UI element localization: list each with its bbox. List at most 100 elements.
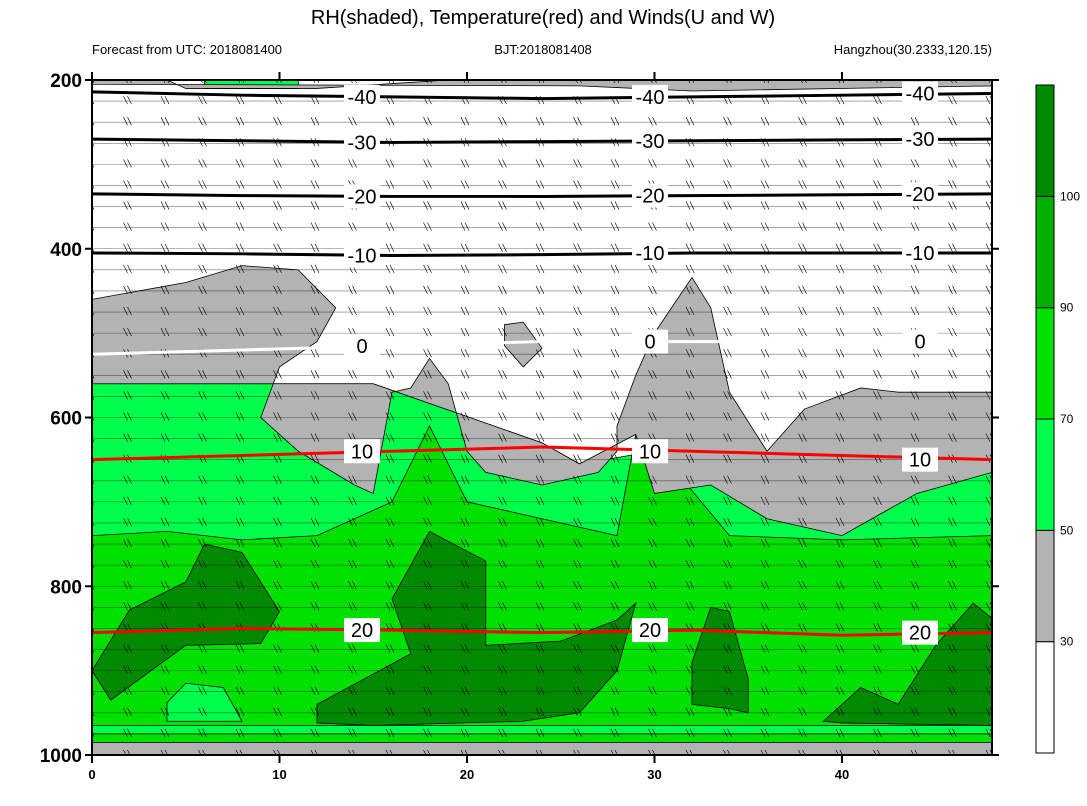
wind-barb-stroke	[577, 370, 582, 379]
wind-barb-stroke	[573, 623, 578, 632]
wind-barb-stroke	[385, 285, 391, 295]
wind-barb-stroke	[498, 306, 503, 316]
wind-barb-stroke	[348, 644, 353, 653]
wind-barb-stroke	[685, 159, 691, 168]
wind-barb	[385, 686, 395, 695]
wind-barb	[160, 327, 170, 337]
wind-barb-stroke	[914, 728, 920, 738]
wind-barb-stroke	[914, 222, 920, 231]
wind-barb-stroke	[198, 180, 203, 189]
wind-barb	[498, 496, 507, 506]
wind-barb	[235, 243, 245, 252]
wind-barb-stroke	[798, 412, 803, 421]
wind-barb-stroke	[389, 538, 395, 548]
wind-barb	[610, 560, 620, 569]
wind-barb-stroke	[385, 454, 391, 463]
wind-barb	[760, 581, 770, 590]
wind-barb-stroke	[689, 433, 695, 442]
wind-barb	[535, 538, 545, 548]
wind-barb-stroke	[614, 306, 620, 316]
wind-barb-stroke	[123, 391, 128, 400]
wind-barb-stroke	[689, 475, 695, 484]
wind-barb	[385, 243, 395, 252]
wind-barb-stroke	[539, 538, 545, 548]
wind-barb-stroke	[685, 665, 691, 674]
wind-barb	[835, 95, 845, 105]
wind-barb-stroke	[92, 521, 95, 527]
wind-barb-stroke	[802, 581, 807, 590]
wind-barb-stroke	[92, 352, 95, 358]
wind-barb-stroke	[614, 433, 620, 442]
wind-barb	[835, 665, 845, 674]
wind-barb-stroke	[314, 475, 320, 484]
wind-barb-stroke	[689, 243, 695, 252]
wind-barb	[460, 201, 470, 210]
wind-barb-stroke	[198, 728, 203, 738]
wind-barb-stroke	[389, 517, 395, 527]
wind-barb-stroke	[127, 496, 132, 506]
wind-barb-stroke	[317, 80, 320, 84]
wind-barb-stroke	[877, 581, 882, 590]
y-tick-label: 600	[50, 409, 82, 430]
wind-barb-stroke	[723, 707, 728, 716]
wind-barb-stroke	[802, 264, 807, 273]
wind-barb-stroke	[235, 327, 241, 337]
wind-barb-stroke	[688, 80, 691, 84]
wind-barb-stroke	[760, 327, 766, 337]
wind-barb	[498, 391, 507, 400]
wind-barb	[835, 581, 845, 590]
wind-barb-stroke	[235, 517, 241, 527]
wind-barb	[648, 159, 657, 168]
wind-barb	[535, 285, 545, 295]
wind-barb	[723, 728, 732, 738]
wind-barb-stroke	[948, 243, 953, 252]
wind-barb	[610, 644, 620, 653]
wind-barb	[760, 728, 770, 738]
wind-barb-stroke	[648, 560, 653, 569]
wind-barb-stroke	[502, 370, 507, 379]
wind-barb	[648, 686, 657, 695]
wind-barb-stroke	[573, 602, 578, 611]
wind-barb	[535, 327, 545, 337]
wind-barb-stroke	[539, 201, 545, 210]
wind-barb-stroke	[685, 327, 691, 337]
temperature-label: 10	[351, 441, 373, 463]
wind-barb	[163, 80, 170, 84]
temperature-contour-20	[92, 626, 992, 637]
wind-barb-stroke	[198, 602, 203, 611]
wind-barb	[985, 370, 992, 379]
wind-barb-stroke	[86, 349, 90, 357]
wind-barb	[760, 243, 770, 252]
wind-barb-stroke	[389, 602, 395, 611]
wind-barb-stroke	[914, 644, 920, 653]
wind-barb	[798, 581, 807, 590]
wind-barb-stroke	[798, 370, 803, 379]
wind-barb	[610, 201, 620, 210]
wind-barb-stroke	[839, 433, 845, 442]
wind-barb	[423, 349, 432, 358]
wind-barb-stroke	[498, 327, 503, 337]
wind-barb	[198, 538, 207, 548]
wind-barb-stroke	[273, 496, 278, 506]
wind-barb-stroke	[498, 707, 503, 716]
wind-barb	[948, 728, 957, 738]
wind-barb	[92, 668, 95, 674]
wind-barb	[160, 159, 170, 168]
wind-barb-stroke	[239, 433, 245, 442]
wind-barb-stroke	[423, 686, 428, 695]
wind-barb-stroke	[498, 117, 503, 126]
temperature-label: -30	[348, 132, 377, 154]
wind-barb-stroke	[127, 264, 132, 273]
wind-barb-stroke	[727, 243, 732, 252]
wind-barb	[948, 264, 957, 273]
y-tick-label: 1000	[40, 746, 82, 767]
wind-barb	[238, 80, 245, 84]
wind-barb-stroke	[160, 243, 166, 252]
wind-barb	[92, 542, 95, 548]
wind-barb-stroke	[804, 80, 807, 84]
wind-barb-stroke	[952, 686, 957, 695]
wind-barb-stroke	[385, 560, 391, 569]
wind-barb-stroke	[800, 80, 803, 84]
wind-barb-stroke	[617, 80, 620, 84]
wind-barb-stroke	[348, 686, 353, 695]
